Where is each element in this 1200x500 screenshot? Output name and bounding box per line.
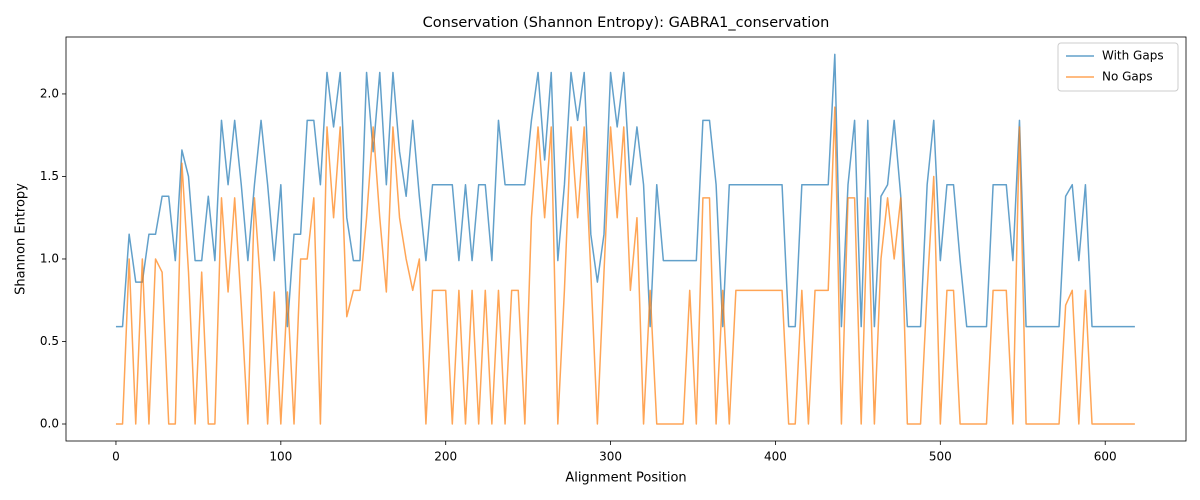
x-tick-label: 0 (112, 450, 120, 464)
y-tick-label: 0.5 (40, 334, 59, 348)
y-tick-label: 0.0 (40, 417, 59, 431)
data-line (115, 106, 1135, 425)
y-tick-label: 2.0 (40, 86, 59, 100)
legend: With Gaps No Gaps (1057, 42, 1179, 92)
x-tick-label: 500 (929, 450, 952, 464)
legend-label: No Gaps (1102, 70, 1153, 84)
x-tick-label: 400 (764, 450, 787, 464)
x-axis-label: Alignment Position (565, 471, 686, 486)
legend-box (1057, 42, 1179, 92)
y-tick-label: 1.5 (40, 169, 59, 183)
y-tick-label: 1.0 (40, 251, 59, 265)
legend-label: With Gaps (1102, 49, 1164, 63)
y-axis-label: Shannon Entropy (14, 183, 29, 295)
x-tick-label: 600 (1094, 450, 1117, 464)
data-line (115, 53, 1135, 328)
x-tick-label: 200 (434, 450, 457, 464)
chart-title: Conservation (Shannon Entropy): GABRA1_c… (423, 15, 830, 31)
x-tick-label: 100 (269, 450, 292, 464)
x-tick-label: 300 (599, 450, 622, 464)
plot-frame (65, 36, 1187, 442)
